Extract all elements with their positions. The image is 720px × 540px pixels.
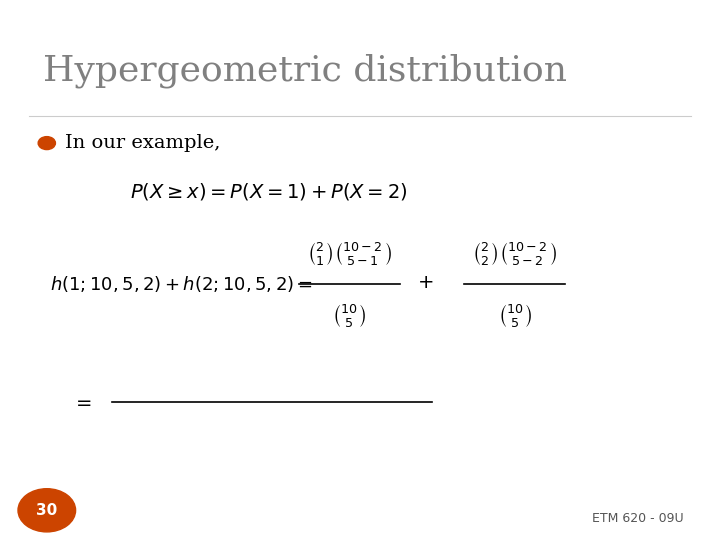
Text: ETM 620 - 09U: ETM 620 - 09U (593, 512, 684, 525)
Text: In our example,: In our example, (65, 134, 220, 152)
Text: $\binom{10}{5}$: $\binom{10}{5}$ (332, 302, 366, 329)
Text: Hypergeometric distribution: Hypergeometric distribution (43, 54, 567, 89)
Text: $\binom{2}{2}\binom{10-2}{5-2}$: $\binom{2}{2}\binom{10-2}{5-2}$ (472, 240, 557, 267)
Text: 30: 30 (36, 503, 58, 518)
Text: $P(X \geq x) = P(X = 1) + P(X = 2)$: $P(X \geq x) = P(X = 1) + P(X = 2)$ (130, 181, 407, 202)
Circle shape (38, 137, 55, 150)
Circle shape (18, 489, 76, 532)
Text: $h(1;10,5,2) + h(2;10,5,2) =$: $h(1;10,5,2) + h(2;10,5,2) =$ (50, 273, 312, 294)
Text: $+$: $+$ (417, 274, 433, 293)
Text: $\binom{10}{5}$: $\binom{10}{5}$ (498, 302, 532, 329)
Text: $=$: $=$ (72, 393, 92, 411)
Text: $\binom{2}{1}\binom{10-2}{5-1}$: $\binom{2}{1}\binom{10-2}{5-1}$ (307, 240, 392, 267)
